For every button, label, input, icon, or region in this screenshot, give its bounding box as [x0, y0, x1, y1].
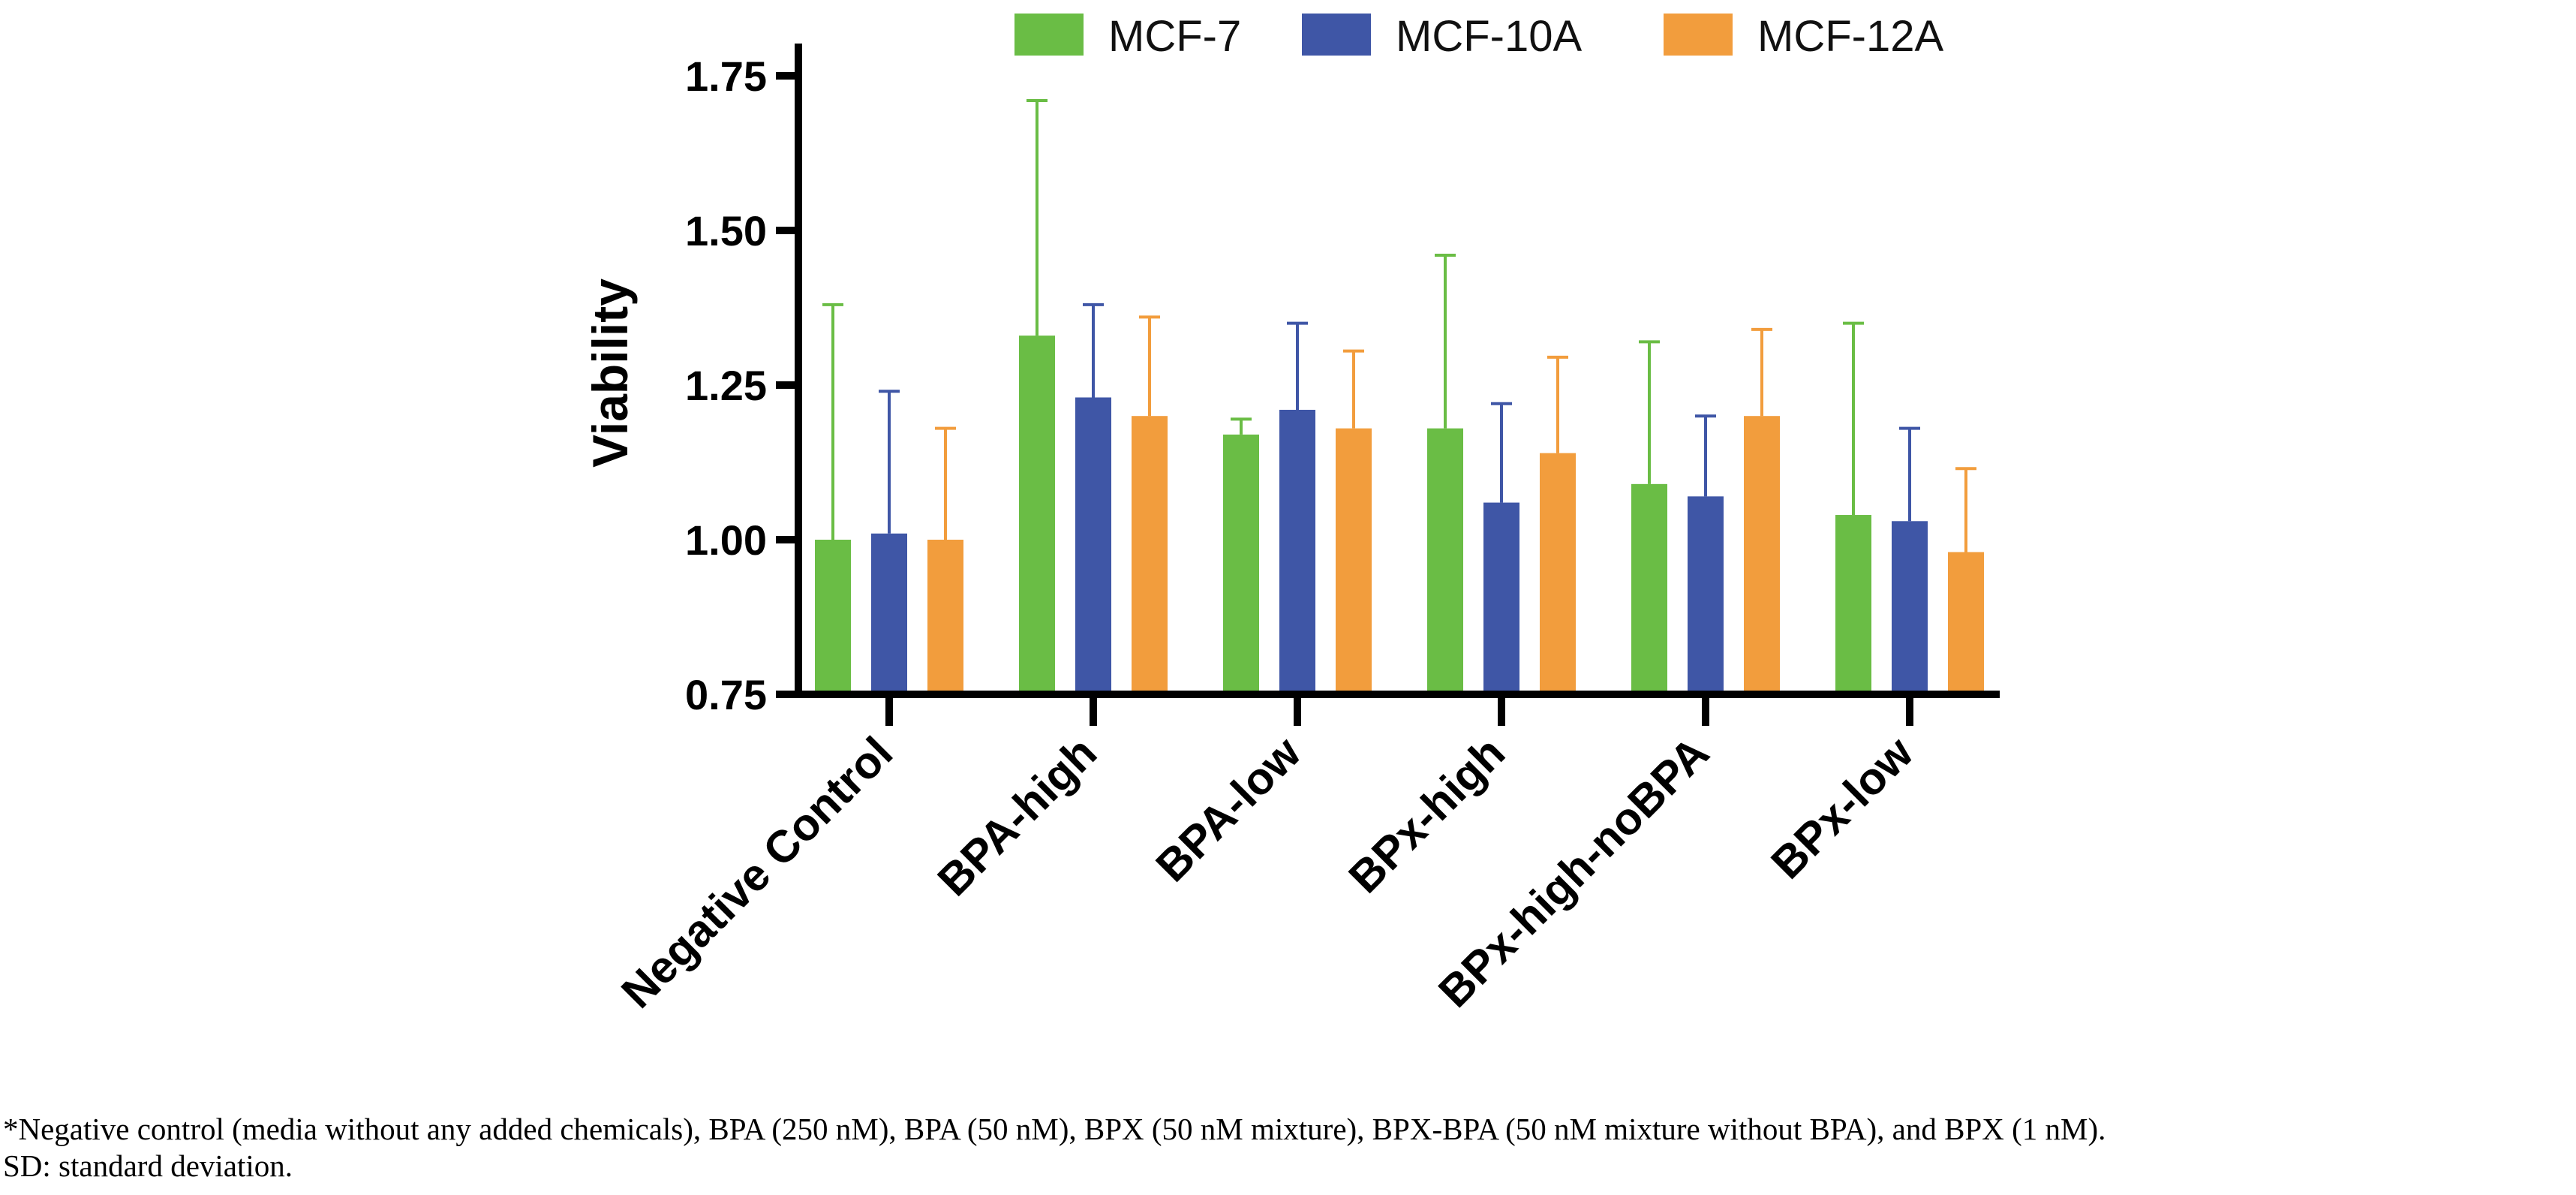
x-tick-label: BPx-low	[1761, 727, 1922, 889]
y-tick-label: 1.75	[685, 53, 767, 100]
footnote-line-1: *Negative control (media without any add…	[3, 1112, 2106, 1146]
x-tick-label: BPx-high	[1339, 727, 1515, 903]
bar-mcf-7-3	[1223, 434, 1259, 694]
bar-mcf-10a-4	[1483, 502, 1519, 694]
legend-label-mcf-12a: MCF-12A	[1757, 12, 1943, 61]
bar-mcf-10a-3	[1279, 409, 1315, 694]
legend-swatch-mcf-10a	[1302, 14, 1371, 56]
legend-swatch-mcf-7	[1014, 14, 1084, 56]
bar-mcf-12a-5	[1744, 416, 1780, 694]
bar-chart-svg: 0.751.001.251.501.75 Negative Control BPA…	[582, 12, 2000, 1018]
bar-mcf-10a-2	[1075, 397, 1111, 694]
y-tick-label: 0.75	[685, 671, 767, 718]
bar-mcf-12a-3	[1336, 428, 1372, 694]
legend: MCF-7 MCF-10A MCF-12A	[1014, 12, 1943, 61]
x-ticks: Negative Control BPA-high BPA-low BPx-high B…	[612, 694, 1922, 1018]
bar-mcf-7-4	[1427, 428, 1463, 694]
x-tick-label: Negative Control	[612, 727, 902, 1018]
legend-swatch-mcf-12a	[1664, 14, 1733, 56]
bars	[815, 336, 1984, 694]
bar-mcf-7-6	[1835, 515, 1871, 694]
legend-label-mcf-7: MCF-7	[1108, 12, 1241, 61]
y-axis-label: Viability	[582, 278, 638, 468]
footnote-line-2: SD: standard deviation.	[3, 1148, 293, 1183]
bar-mcf-10a-6	[1892, 521, 1928, 694]
legend-label-mcf-10a: MCF-10A	[1396, 12, 1582, 61]
bar-mcf-7-2	[1019, 336, 1055, 694]
bar-mcf-10a-1	[871, 533, 907, 694]
bar-mcf-12a-1	[927, 540, 963, 694]
bar-mcf-12a-4	[1540, 453, 1576, 694]
y-tick-label: 1.50	[685, 207, 767, 254]
y-ticks: 0.75 1.00 1.25 1.50 1.75	[685, 53, 798, 718]
bar-mcf-7-5	[1631, 483, 1667, 694]
y-tick-label: 1.25	[685, 362, 767, 409]
bar-mcf-12a-6	[1948, 552, 1984, 694]
bar-mcf-7-1	[815, 540, 851, 694]
footnote: *Negative control (media without any add…	[3, 1111, 2569, 1184]
y-tick-label: 1.00	[685, 516, 767, 564]
bar-mcf-12a-2	[1132, 416, 1168, 694]
chart: 0.75 1.00 1.25 1.50 1.75 Negative Control BPA…	[582, 12, 2000, 1018]
axes	[795, 44, 2000, 698]
error-bars	[822, 98, 1976, 552]
bar-mcf-10a-5	[1688, 496, 1724, 694]
x-tick-label: BPA-high	[928, 727, 1106, 905]
x-tick-label: BPA-low	[1147, 727, 1311, 892]
